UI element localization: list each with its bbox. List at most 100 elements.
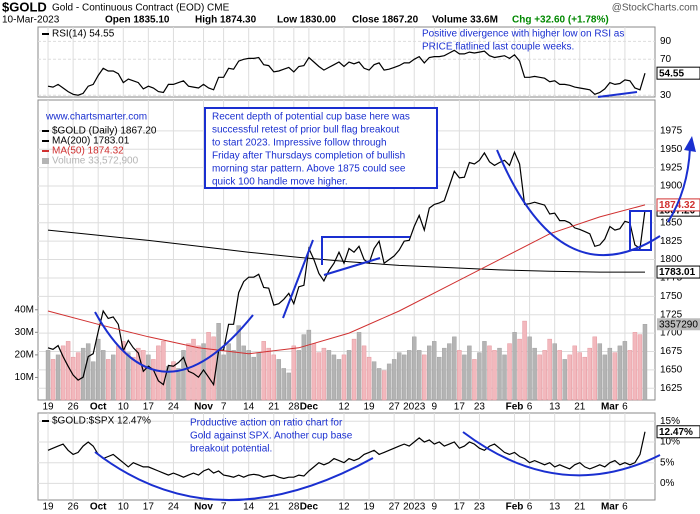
volume-bar bbox=[136, 347, 141, 401]
volume-bar bbox=[361, 345, 367, 401]
volume-bar bbox=[587, 347, 592, 401]
volume: Volume 33.6M bbox=[432, 15, 498, 26]
last-value-box bbox=[656, 198, 700, 212]
volume-bar bbox=[251, 356, 256, 401]
volume-bar bbox=[45, 350, 51, 401]
series-line bbox=[47, 49, 646, 96]
x-tick-label: 27 bbox=[389, 402, 401, 413]
x-tick-label: 27 bbox=[389, 502, 401, 513]
x-tick-label: 26 bbox=[68, 402, 80, 413]
volume-bar bbox=[381, 370, 387, 401]
volume-bar bbox=[386, 363, 392, 401]
volume-bar bbox=[141, 350, 146, 401]
price-note: Recent depth of potential cup base here … bbox=[212, 112, 410, 123]
volume-bar bbox=[266, 347, 271, 401]
volume-bar bbox=[296, 350, 302, 401]
flag-box bbox=[321, 236, 410, 265]
y2-tick-label: 30M bbox=[15, 327, 34, 338]
volume-bar bbox=[356, 332, 362, 401]
volume-bar bbox=[642, 324, 648, 401]
volume-bar bbox=[602, 354, 608, 401]
volume-bar bbox=[151, 359, 156, 401]
symbol: $GOLD bbox=[2, 0, 47, 14]
legend-label: Volume 33,572,900 bbox=[52, 156, 139, 167]
volume-bar bbox=[376, 368, 382, 401]
y-tick-label: 30 bbox=[660, 90, 672, 101]
last-value-label: 54.55 bbox=[659, 68, 684, 79]
volume-bar bbox=[291, 345, 297, 401]
x-tick-label: Feb bbox=[506, 402, 524, 413]
x-tick-label: 9 bbox=[432, 502, 438, 513]
volume-bar bbox=[346, 350, 352, 401]
volume-bar bbox=[432, 341, 437, 401]
cup-curve bbox=[94, 311, 254, 373]
x-tick-label: 14 bbox=[243, 402, 255, 413]
star-box bbox=[629, 210, 652, 251]
close: Close 1867.20 bbox=[352, 15, 419, 26]
volume-bar bbox=[437, 356, 442, 401]
volume-bar bbox=[452, 336, 457, 401]
y-tick-label: 70 bbox=[660, 54, 672, 65]
x-tick-label: 10 bbox=[118, 502, 130, 513]
volume-bar bbox=[582, 356, 587, 401]
x-tick-label: 9 bbox=[432, 402, 438, 413]
volume-bar bbox=[196, 345, 201, 401]
volume-bar bbox=[111, 354, 116, 401]
volume-bar bbox=[211, 336, 216, 401]
volume-bar bbox=[422, 354, 427, 401]
volume-bar bbox=[75, 352, 81, 401]
change: Chg +32.60 (+1.78%) bbox=[512, 15, 609, 26]
volume-bar bbox=[537, 354, 542, 401]
x-tick-label: 10 bbox=[118, 402, 130, 413]
volume-bar bbox=[171, 361, 176, 401]
y-tick-label: 10% bbox=[660, 437, 680, 448]
price-frame bbox=[37, 99, 656, 401]
volume-bar bbox=[226, 343, 231, 401]
volume-bar bbox=[306, 329, 312, 401]
volume-bar bbox=[497, 347, 502, 401]
volume-bar bbox=[116, 345, 121, 401]
volume-bar bbox=[597, 343, 603, 401]
volume-bar bbox=[321, 347, 327, 401]
volume-bar bbox=[592, 336, 598, 401]
volume-bar bbox=[567, 354, 572, 401]
x-tick-label: 28 bbox=[288, 502, 300, 513]
y-tick-label: 1700 bbox=[660, 328, 683, 339]
x-tick-label: 2023 bbox=[403, 502, 426, 513]
volume-bar bbox=[401, 354, 407, 401]
volume-bar bbox=[522, 320, 527, 401]
series-line bbox=[47, 229, 645, 273]
volume-bar bbox=[95, 338, 101, 401]
ratio-cup-left bbox=[94, 451, 374, 501]
website: www.chartsmarter.com bbox=[45, 112, 147, 123]
volume-bar bbox=[101, 350, 106, 401]
y-tick-label: 1750 bbox=[660, 291, 683, 302]
volume-bar bbox=[351, 338, 357, 401]
volume-bar bbox=[406, 350, 412, 401]
volume-bar bbox=[487, 345, 492, 401]
volume-bar bbox=[572, 345, 577, 401]
volume-bar bbox=[517, 338, 522, 401]
volume-bar bbox=[512, 332, 517, 401]
y-tick-label: 1950 bbox=[660, 144, 683, 155]
x-tick-label: 6 bbox=[622, 502, 628, 513]
volume-bar bbox=[271, 354, 276, 401]
y-tick-label: 1825 bbox=[660, 236, 683, 247]
volume-bar bbox=[156, 345, 161, 401]
ratio-cup-right bbox=[462, 431, 661, 477]
volume-bar bbox=[447, 343, 452, 401]
volume-bar bbox=[221, 354, 226, 401]
volume-bar bbox=[366, 356, 372, 401]
rsi-note: Positive divergence with higher low on R… bbox=[422, 29, 624, 40]
watermark: @StockCharts.com bbox=[612, 3, 698, 14]
divergence-line bbox=[597, 91, 638, 98]
volume-bar bbox=[391, 359, 397, 401]
volume-bar bbox=[281, 368, 287, 401]
last-value-label: 12.47% bbox=[659, 427, 693, 438]
volume-bar bbox=[301, 334, 307, 401]
volume-bar bbox=[131, 356, 136, 401]
volume-bar bbox=[341, 354, 347, 401]
volume-bar bbox=[371, 361, 377, 401]
ratio-note: Productive action on ratio chart for bbox=[190, 418, 343, 429]
volume-bar bbox=[246, 350, 251, 401]
